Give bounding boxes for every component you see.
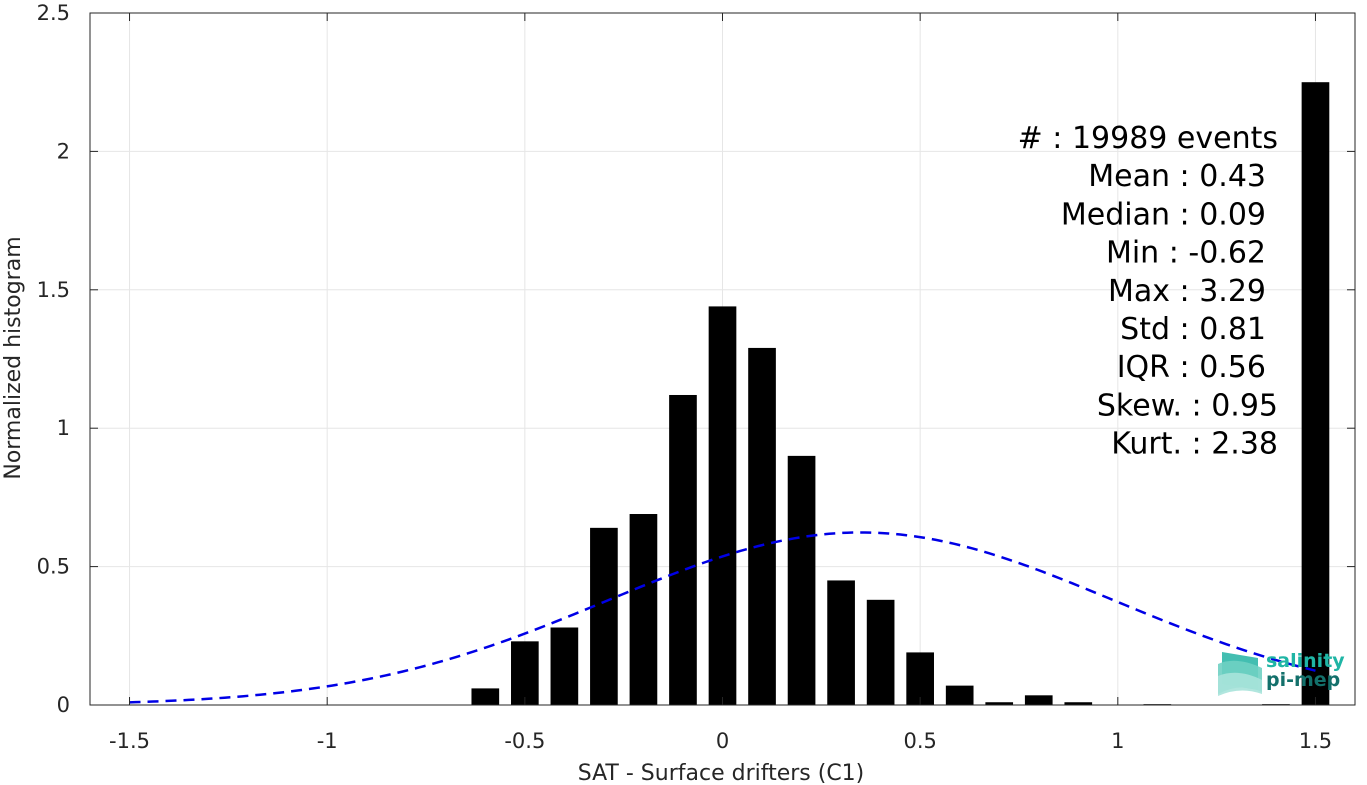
- stat-line-4: Max : 3.29: [1108, 274, 1266, 309]
- x-tick-label-0: -1.5: [109, 729, 150, 753]
- stat-line-0: # : 19989 events: [1018, 121, 1278, 156]
- x-tick-label-3: 0: [716, 729, 729, 753]
- y-tick-label-4: 2: [57, 139, 70, 163]
- bar-0: [471, 688, 500, 705]
- bar-9: [827, 580, 855, 705]
- bar-4: [629, 514, 658, 705]
- axis-ticks: [90, 12, 1355, 706]
- bar-10: [866, 599, 895, 705]
- bar-1: [511, 641, 539, 705]
- stat-line-5: Std : 0.81: [1120, 312, 1266, 347]
- bar-8: [787, 455, 816, 705]
- bar-11: [906, 652, 934, 705]
- x-tick-label-4: 0.5: [903, 729, 936, 753]
- bar-15: [1064, 702, 1093, 705]
- y-tick-label-1: 0.5: [37, 555, 70, 579]
- logo-waves-icon: [1218, 652, 1262, 696]
- histogram-bars: [471, 82, 1330, 705]
- stat-line-1: Mean : 0.43: [1088, 159, 1266, 194]
- stat-line-3: Min : -0.62: [1106, 236, 1266, 271]
- bar-14: [1024, 695, 1053, 705]
- x-tick-label-1: -1: [317, 729, 338, 753]
- stat-line-2: Median : 0.09: [1061, 197, 1266, 232]
- bar-12: [945, 685, 974, 705]
- logo-text-salinity: salinity: [1266, 650, 1345, 672]
- bar-13: [985, 702, 1014, 705]
- salinity-pi-mep-logo: salinity pi-mep: [1218, 650, 1345, 696]
- y-tick-label-0: 0: [57, 693, 70, 717]
- bar-7: [748, 347, 776, 705]
- x-tick-label-6: 1.5: [1299, 729, 1332, 753]
- x-axis-label: SAT - Surface drifters (C1): [578, 761, 865, 785]
- y-tick-label-3: 1.5: [37, 278, 70, 302]
- bar-2: [550, 627, 579, 705]
- x-tick-label-2: -0.5: [504, 729, 545, 753]
- bar-21: [1301, 82, 1330, 705]
- x-tick-label-5: 1: [1111, 729, 1124, 753]
- stat-line-8: Kurt. : 2.38: [1111, 427, 1278, 462]
- normal-fit-curve: [129, 531, 1316, 704]
- stat-line-7: Skew. : 0.95: [1097, 388, 1278, 423]
- bar-5: [669, 394, 697, 705]
- x-tick-labels: -1.5 -1 -0.5 0 0.5 1 1.5: [109, 729, 1332, 753]
- y-tick-label-5: 2.5: [37, 1, 70, 25]
- bar-6: [708, 306, 737, 705]
- y-tick-labels: 0 0.5 1 1.5 2 2.5: [37, 1, 70, 717]
- bar-3: [590, 527, 618, 705]
- y-axis-label: Normalized histogram: [1, 236, 26, 479]
- logo-text-pi-mep: pi-mep: [1266, 669, 1340, 691]
- stat-line-6: IQR : 0.56: [1117, 350, 1266, 385]
- y-tick-label-2: 1: [57, 416, 70, 440]
